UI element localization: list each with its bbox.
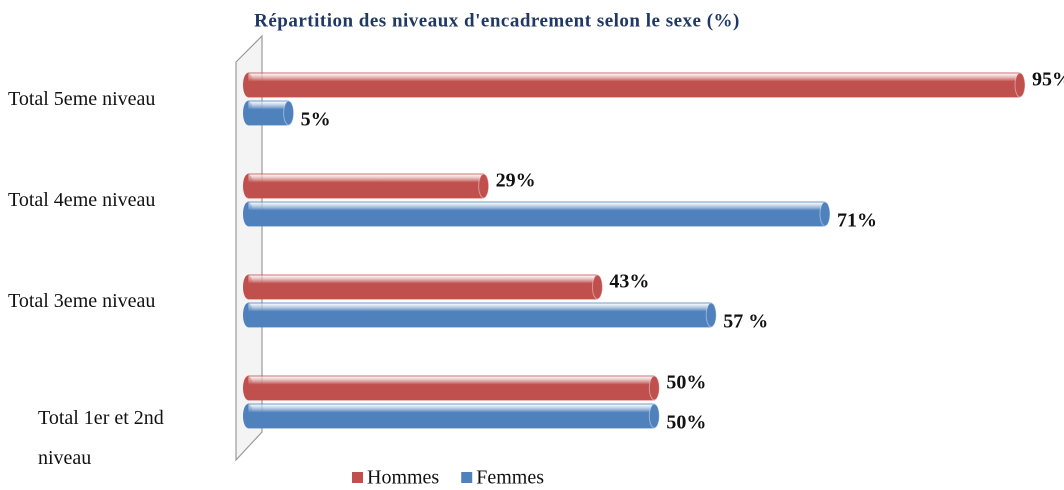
bar: [247, 201, 826, 227]
bar: [247, 173, 485, 199]
value-label: 29%: [496, 170, 536, 192]
value-label: 95%: [1032, 69, 1064, 91]
value-label: 71%: [837, 210, 877, 232]
bar: [247, 72, 1021, 98]
category-label: Total 3eme niveau: [8, 290, 156, 312]
value-label: 50%: [666, 372, 706, 394]
bar-cap: [705, 302, 717, 328]
bar-cap: [648, 403, 660, 429]
legend-swatch: [352, 472, 363, 483]
value-label: 50%: [666, 412, 706, 434]
bar: [247, 375, 655, 401]
chart-title: Répartition des niveaux d'encadrement se…: [254, 10, 740, 31]
bar: [247, 100, 290, 126]
bar-cap: [283, 100, 295, 126]
value-label: 57 %: [723, 311, 768, 333]
value-label: 43%: [609, 271, 649, 293]
legend-label: Femmes: [476, 467, 544, 489]
bar-cap: [478, 173, 490, 199]
value-label: 5%: [301, 109, 331, 131]
bar-cap: [648, 375, 660, 401]
legend-label: Hommes: [367, 467, 439, 489]
category-label: Total 5eme niveau: [8, 88, 156, 110]
category-label: Total 4eme niveau: [8, 189, 156, 211]
legend-swatch: [461, 472, 473, 483]
bar: [247, 274, 598, 300]
bar-cap: [1014, 72, 1026, 98]
bar: [247, 302, 712, 328]
bar-cap: [819, 201, 831, 227]
bar-cap: [591, 274, 603, 300]
category-label: Total 1er et 2nd niveau: [38, 407, 164, 469]
side-wall: [235, 34, 263, 462]
bar: [247, 403, 655, 429]
